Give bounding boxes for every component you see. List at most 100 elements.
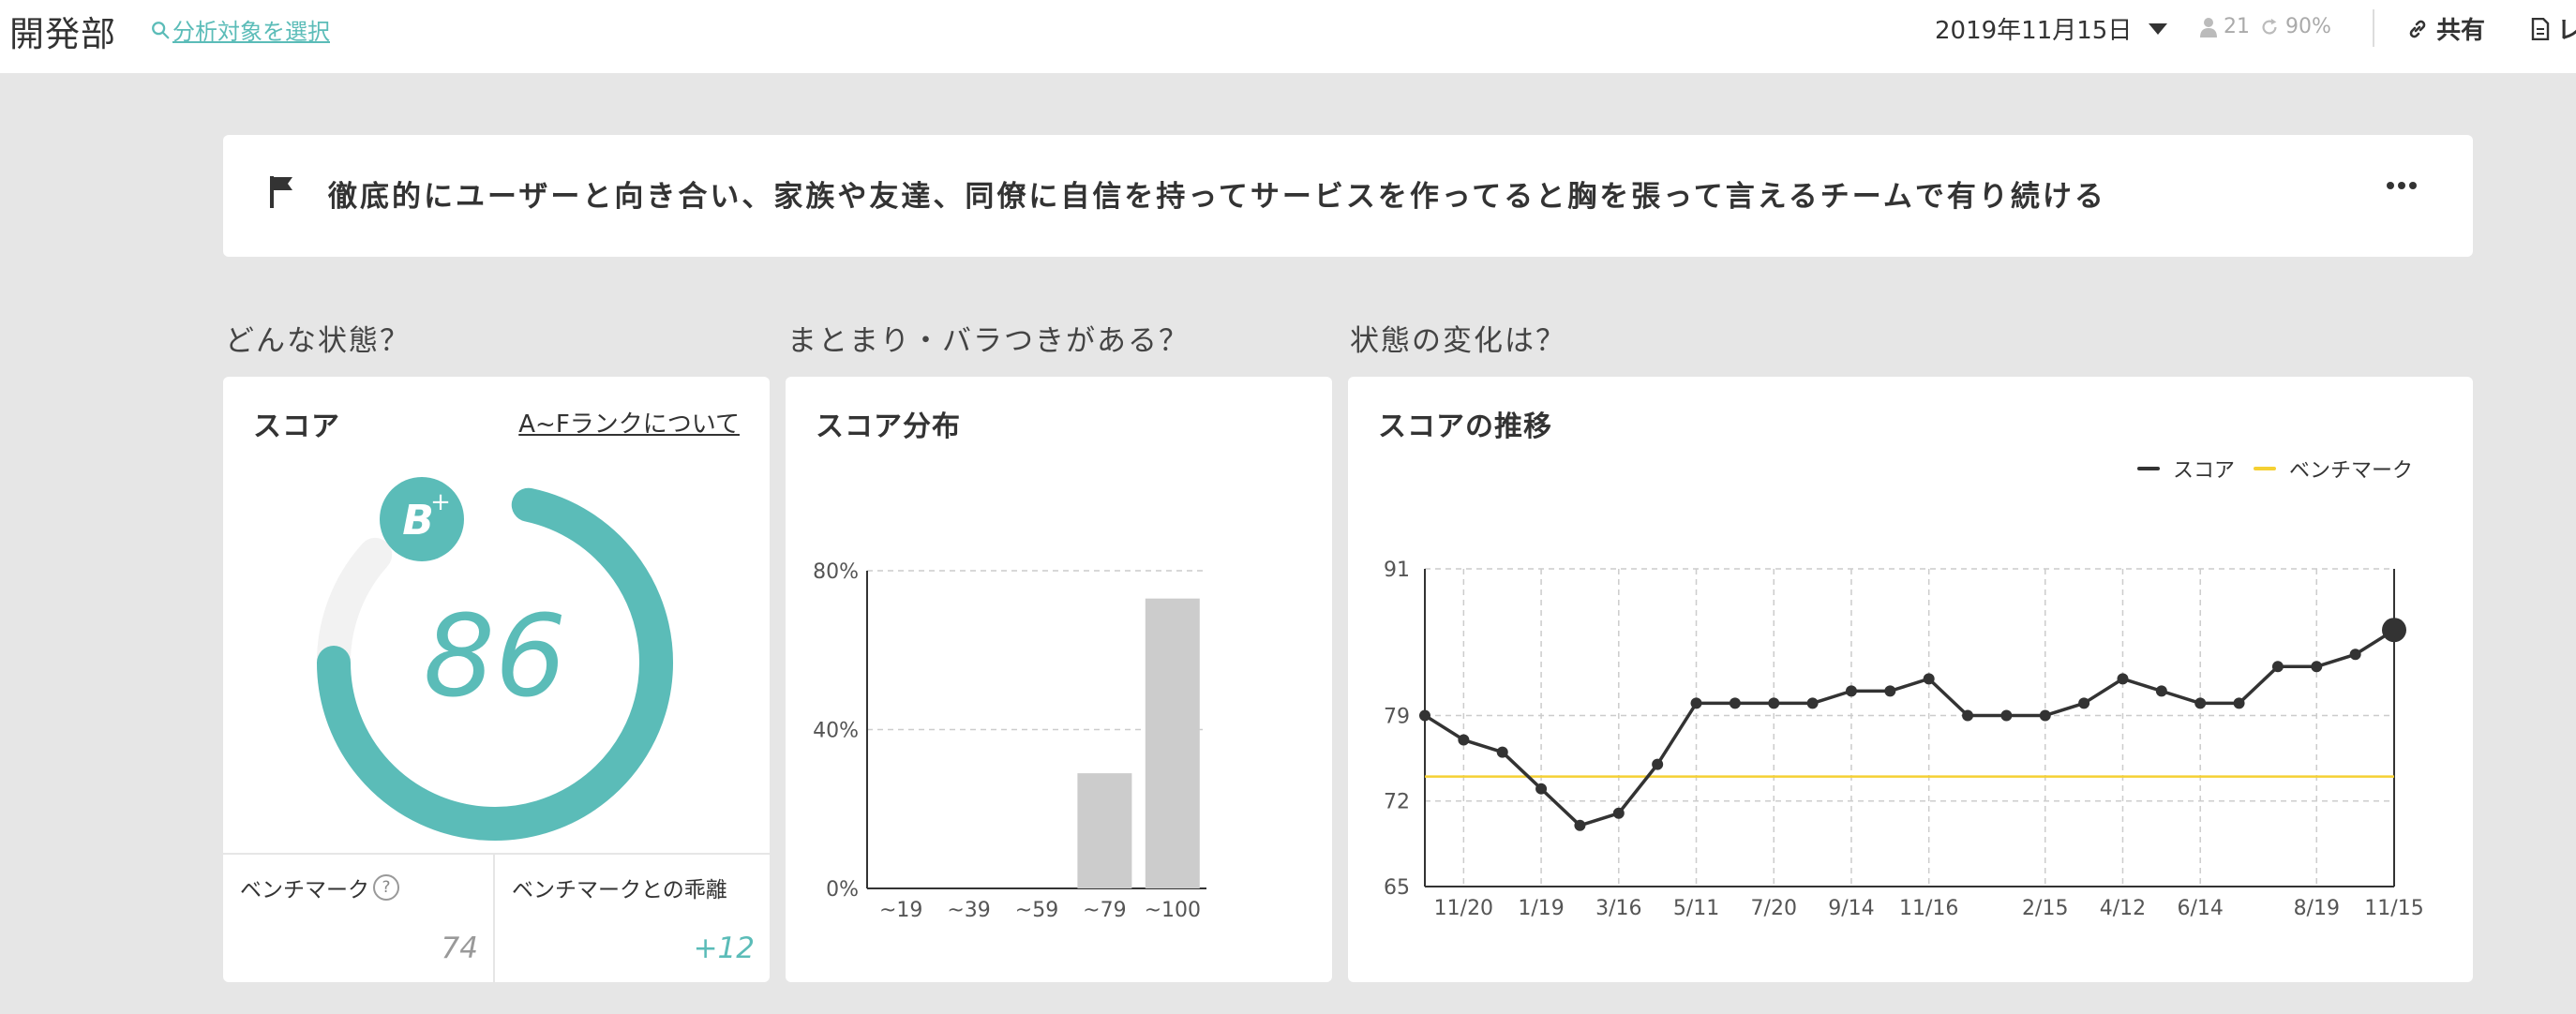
select-target-link[interactable]: 分析対象を選択 <box>150 13 330 46</box>
team-vision-banner: 徹底的にユーザーと向き合い、家族や友達、同僚に自信を持ってサービスを作ってると胸… <box>223 135 2473 257</box>
x-tick-label: ~39 <box>947 899 990 922</box>
y-tick-label: 72 <box>1384 791 1410 814</box>
link-icon <box>2409 20 2426 37</box>
section-title-spread: まとまり・バラつきがある？ <box>787 324 1190 358</box>
document-icon <box>2531 17 2550 40</box>
score-point <box>1962 709 1974 722</box>
benchmark-value: 74 <box>441 932 478 965</box>
y-tick-label: 91 <box>1384 559 1410 582</box>
x-tick-label: 7/20 <box>1751 897 1797 920</box>
bar <box>1077 773 1132 888</box>
report-button[interactable]: レ <box>2531 11 2576 46</box>
report-label: レ <box>2557 17 2576 45</box>
more-options-icon[interactable] <box>2383 176 2420 195</box>
section-title-change: 状態の変化は？ <box>1350 324 1566 358</box>
trend-card-title: スコアの推移 <box>1378 410 1552 443</box>
member-count: 21 <box>2224 15 2250 38</box>
share-label: 共有 <box>2436 17 2486 45</box>
select-target-label: 分析対象を選択 <box>172 19 330 45</box>
refresh-icon <box>2262 18 2277 35</box>
x-tick-label: ~59 <box>1015 899 1058 922</box>
trend-chart: 65 72 79 91 11/20 1/19 3/16 5/11 7/20 9/14 11/16 2/… <box>1384 559 2424 920</box>
rank-info-link[interactable]: A~Fランクについて <box>518 410 740 439</box>
x-tick-label: 11/16 <box>1899 897 1958 920</box>
department-title: 開発部 <box>9 14 116 54</box>
help-icon[interactable]: ? <box>373 874 399 901</box>
score-point <box>1690 697 1702 709</box>
x-tick-label: 3/16 <box>1595 897 1641 920</box>
y-tick-label: 65 <box>1384 876 1410 900</box>
score-point <box>2039 709 2051 722</box>
user-icon <box>2200 17 2217 37</box>
benchmark-diff-value: +12 <box>693 932 755 965</box>
score-line <box>1424 628 2395 828</box>
benchmark-cell: ベンチマーク ? 74 <box>223 855 495 982</box>
caret-down-icon <box>2149 22 2168 35</box>
x-tick-label: 9/14 <box>1828 897 1874 920</box>
score-point <box>2271 661 2284 673</box>
score-point <box>1458 734 1470 746</box>
benchmark-label: ベンチマーク <box>240 878 369 902</box>
y-tick-label: 80% <box>813 560 859 584</box>
score-card-title: スコア <box>253 410 340 443</box>
legend-score-label: スコア <box>2172 459 2235 483</box>
score-point <box>2000 709 2013 722</box>
y-tick-label: 40% <box>813 720 859 743</box>
x-tick-label: ~79 <box>1083 899 1126 922</box>
latest-score-point <box>2382 618 2406 643</box>
score-point <box>1729 697 1741 709</box>
distribution-chart: 0% 40% 80% ~19 ~39 ~59 ~79 ~100 <box>813 560 1206 922</box>
legend-benchmark-label: ベンチマーク <box>2288 459 2413 483</box>
benchmark-panel: ベンチマーク ? 74 ベンチマークとの乖離 +12 <box>223 853 770 982</box>
score-point <box>2311 661 2323 673</box>
x-tick-label: ~19 <box>879 899 922 922</box>
score-point <box>2117 673 2129 685</box>
x-tick-label: 1/19 <box>1518 897 1564 920</box>
y-tick-label: 0% <box>826 878 859 902</box>
section-title-state: どんな状態？ <box>225 324 411 358</box>
score-point <box>1806 697 1819 709</box>
benchmark-diff-cell: ベンチマークとの乖離 +12 <box>495 855 770 982</box>
x-tick-label: ~100 <box>1145 899 1201 922</box>
flag-icon <box>270 176 292 208</box>
score-point <box>1845 685 1857 697</box>
benchmark-label-row: ベンチマーク ? <box>240 872 399 903</box>
rank-letter: B <box>402 497 434 544</box>
trend-legend: スコア ベンチマーク <box>2136 454 2413 484</box>
x-tick-label: 5/11 <box>1673 897 1719 920</box>
score-value: 86 <box>424 592 567 723</box>
score-card: スコア A~Fランクについて B + 86 ベンチマーク ? 74 ベンチマーク… <box>223 377 770 982</box>
score-point <box>2078 697 2090 709</box>
rank-modifier: + <box>430 488 451 516</box>
response-rate: 90% <box>2285 15 2331 38</box>
legend-score-swatch <box>2136 467 2160 470</box>
score-point <box>2349 649 2361 661</box>
score-distribution-card: スコア分布 0% 40% 80% ~19 ~39 ~59 ~79 ~100 <box>786 377 1332 982</box>
gauge-fill <box>317 487 673 841</box>
x-tick-label: 8/19 <box>2294 897 2340 920</box>
x-tick-label: 11/15 <box>2364 897 2423 920</box>
date-value: 2019年11月15日 <box>1935 17 2133 45</box>
vision-text: 徹底的にユーザーと向き合い、家族や友達、同僚に自信を持ってサービスを作ってると胸… <box>328 180 2106 214</box>
score-point <box>1768 697 1780 709</box>
rank-badge <box>380 477 464 561</box>
score-point <box>1535 783 1548 795</box>
score-point <box>1612 807 1625 819</box>
divider <box>2373 9 2374 47</box>
score-trend-card: スコアの推移 スコア ベンチマーク 65 72 79 91 11/20 1/19 3/16 5… <box>1348 377 2473 982</box>
score-point <box>1884 685 1896 697</box>
participation-info: 21 90% <box>2199 15 2331 38</box>
top-bar: 開発部 分析対象を選択 2019年11月15日 21 90% 共有 レ <box>0 0 2576 73</box>
x-tick-label: 11/20 <box>1434 897 1493 920</box>
bar <box>1145 598 1200 888</box>
share-button[interactable]: 共有 <box>2406 11 2485 46</box>
score-point <box>1652 758 1664 770</box>
date-select[interactable]: 2019年11月15日 <box>1935 11 2168 46</box>
score-point <box>1574 819 1586 831</box>
benchmark-diff-label: ベンチマークとの乖離 <box>512 878 727 902</box>
distribution-card-title: スコア分布 <box>816 410 961 443</box>
x-tick-label: 2/15 <box>2022 897 2068 920</box>
search-icon <box>152 21 170 38</box>
score-point <box>1923 673 1935 685</box>
score-gauge: B + 86 <box>317 477 673 841</box>
